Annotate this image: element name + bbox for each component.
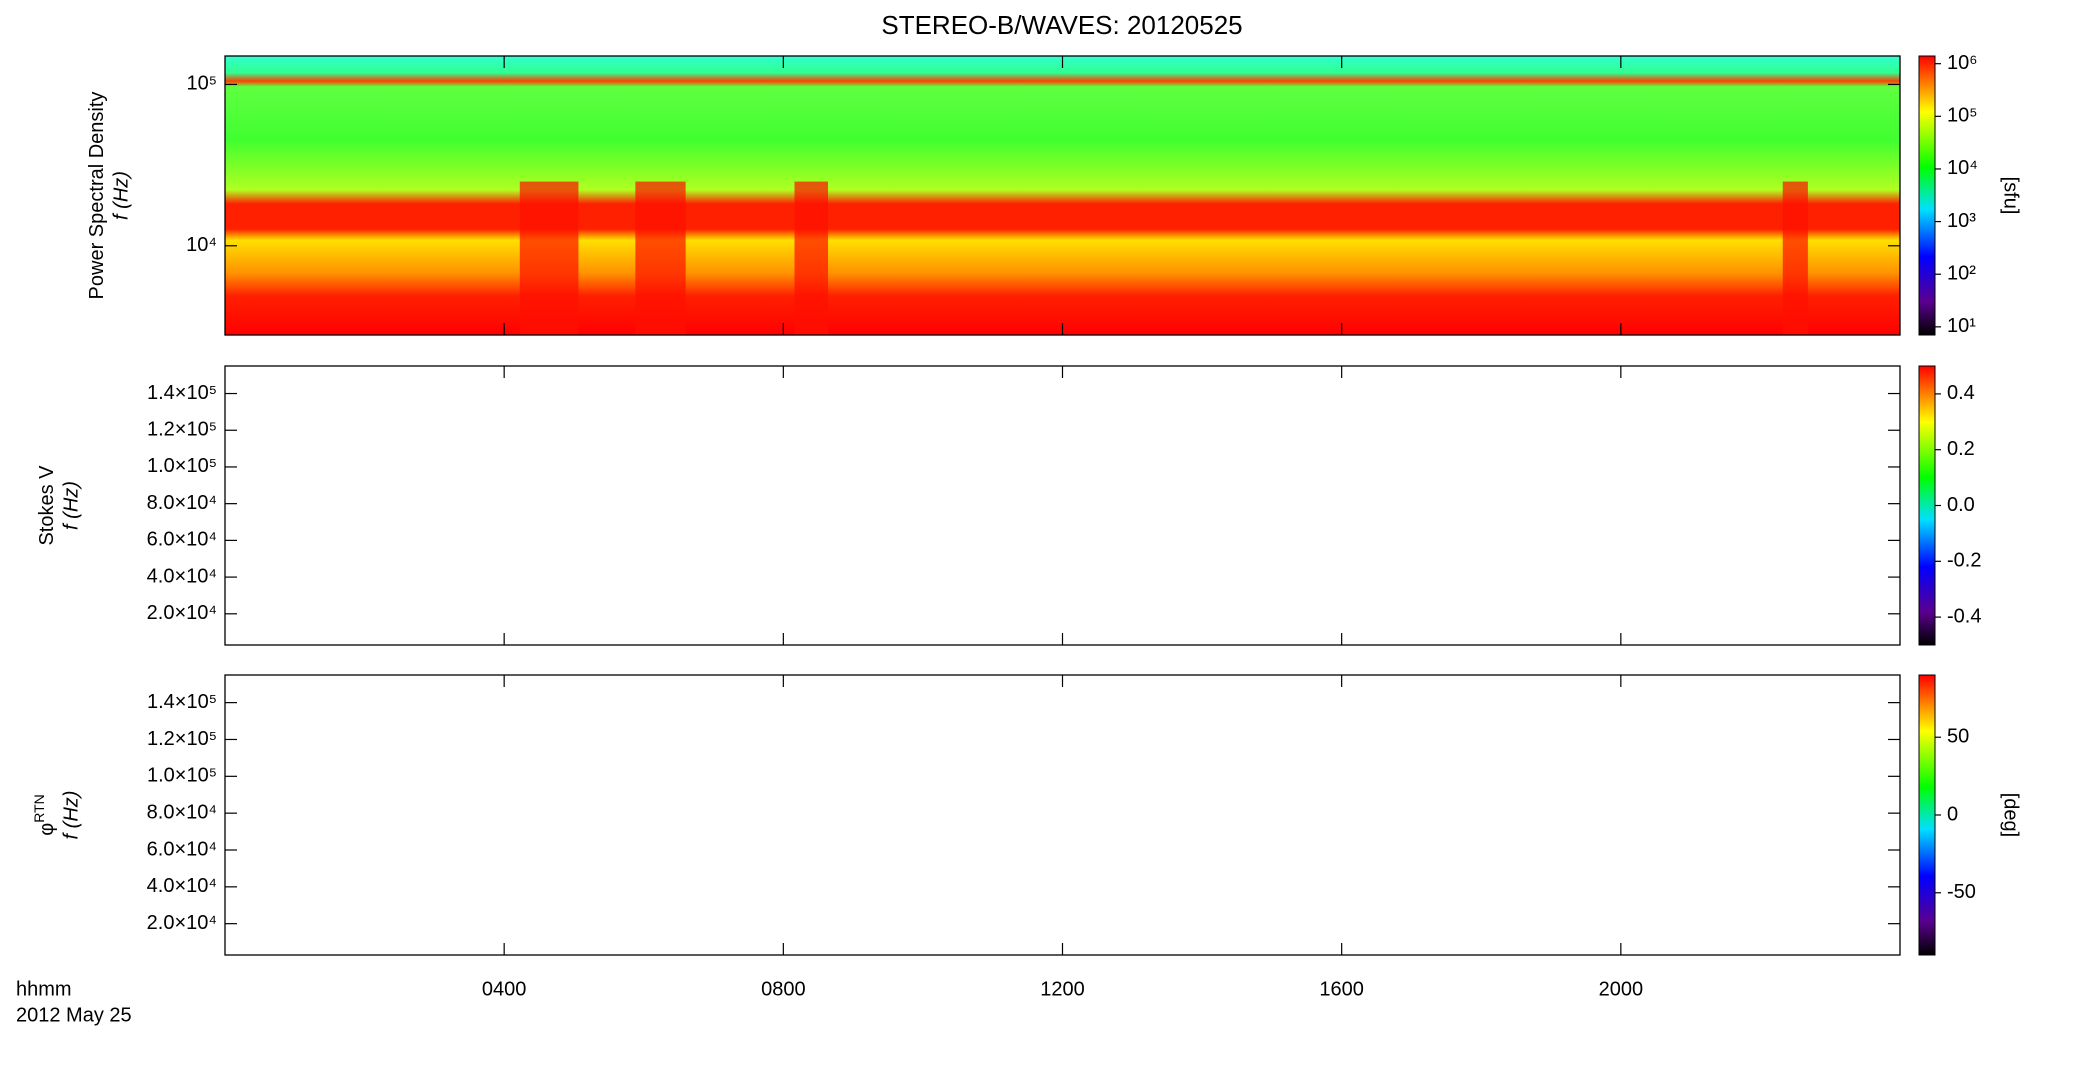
y-axis-label: Stokes V: [36, 465, 58, 546]
y-tick-label: 10⁴: [186, 234, 217, 256]
colorbar-tick-label: 10⁵: [1947, 105, 1978, 127]
y-tick-label: 1.0×10⁵: [147, 765, 217, 787]
y-axis-label: f (Hz): [60, 791, 82, 840]
colorbar: [1918, 365, 1936, 646]
y-axis-label: φRTN: [31, 794, 59, 836]
y-tick-label: 4.0×10⁴: [147, 565, 217, 587]
x-tick-label: 1200: [1040, 978, 1085, 1000]
x-tick-label: 0800: [761, 978, 806, 1000]
colorbar-tick-label: 10²: [1947, 262, 1976, 284]
y-axis-label-text: φ: [36, 823, 58, 836]
y-axis-label-text: Stokes V: [36, 465, 58, 546]
spectrogram-streak: [1782, 181, 1808, 335]
spectrogram-streak: [635, 181, 686, 335]
y-tick-label: 6.0×10⁴: [147, 529, 217, 551]
colorbar: [1918, 55, 1936, 336]
colorbar-tick-label: 10¹: [1947, 315, 1976, 337]
y-tick-label: 10⁵: [186, 73, 217, 95]
colorbar-label: [deg]: [2000, 793, 2022, 837]
plot-frame: [224, 365, 1901, 646]
x-tick-label: 0400: [482, 978, 527, 1000]
colorbar-tick-label: -0.4: [1947, 605, 1981, 627]
date-label: 2012 May 25: [16, 1004, 132, 1026]
y-tick-label: 1.4×10⁵: [147, 382, 217, 404]
colorbar-tick-label: -0.2: [1947, 550, 1981, 572]
y-axis-label: f (Hz): [110, 171, 132, 220]
colorbar-tick-label: 0.0: [1947, 494, 1975, 516]
colorbar-tick-label: 10⁶: [1947, 52, 1977, 74]
y-tick-label: 8.0×10⁴: [147, 801, 217, 823]
y-tick-label: 4.0×10⁴: [147, 875, 217, 897]
x-tick-label: 1600: [1319, 978, 1364, 1000]
plot-frame: [224, 674, 1901, 956]
y-tick-label: 1.4×10⁵: [147, 691, 217, 713]
y-tick-label: 2.0×10⁴: [147, 912, 217, 934]
spectrogram-streak: [794, 181, 828, 335]
x-tick-label: 2000: [1599, 978, 1644, 1000]
y-tick-label: 1.2×10⁵: [147, 419, 217, 441]
y-tick-label: 8.0×10⁴: [147, 492, 217, 514]
spectrogram-image: [225, 56, 1900, 335]
chart-title: STEREO-B/WAVES: 20120525: [881, 10, 1242, 40]
colorbar-label: [sfu]: [2000, 177, 2022, 215]
colorbar-tick-label: -50: [1947, 881, 1976, 903]
y-tick-label: 1.2×10⁵: [147, 728, 217, 750]
y-tick-label: 1.0×10⁵: [147, 455, 217, 477]
colorbar-tick-label: 10⁴: [1947, 157, 1978, 179]
colorbar-tick-label: 10³: [1947, 210, 1976, 232]
colorbar-tick-label: 0.4: [1947, 382, 1975, 404]
spectrogram-streak: [519, 181, 579, 335]
y-axis-label: Power Spectral Density: [86, 92, 108, 300]
y-axis-label-sub: RTN: [31, 794, 47, 823]
colorbar-tick-label: 0.2: [1947, 438, 1975, 460]
y-axis-label-text: Power Spectral Density: [86, 92, 108, 300]
y-tick-label: 6.0×10⁴: [147, 838, 217, 860]
y-axis-label: f (Hz): [60, 481, 82, 530]
x-axis-label: hhmm: [16, 978, 72, 1000]
colorbar: [1918, 674, 1936, 956]
colorbar-tick-label: 50: [1947, 726, 1969, 748]
colorbar-tick-label: 0: [1947, 803, 1958, 825]
y-tick-label: 2.0×10⁴: [147, 602, 217, 624]
